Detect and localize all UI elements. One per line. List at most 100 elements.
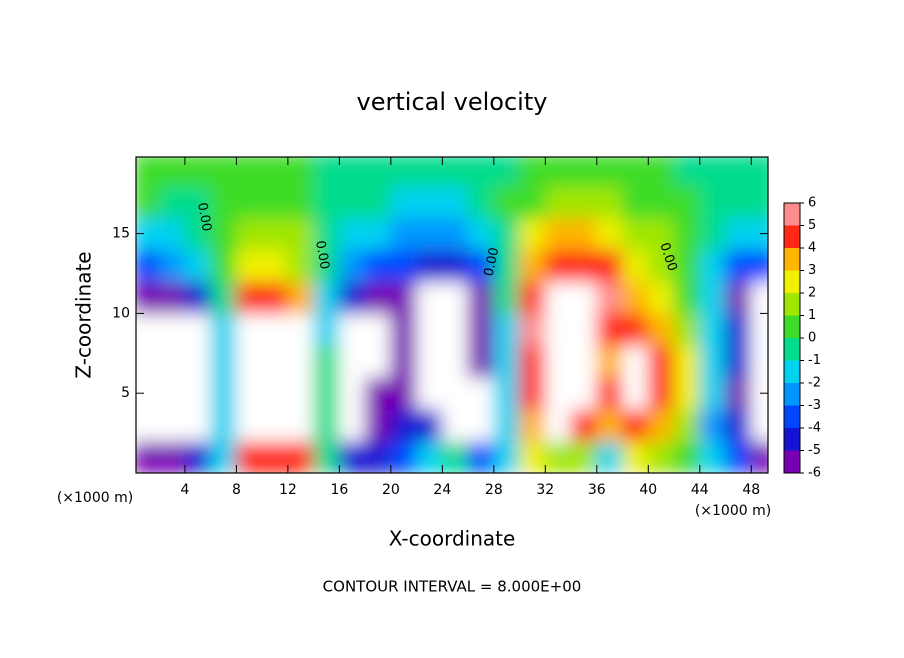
colorbar-swatch (784, 405, 800, 428)
heat-cell (725, 312, 752, 346)
heat-cell (441, 157, 469, 187)
heat-cell (493, 312, 521, 346)
heat-cell (467, 185, 495, 219)
heat-cell (699, 249, 727, 282)
colorbar-tick-label: -1 (808, 353, 821, 368)
heat-cell (287, 280, 315, 314)
heat-cell (261, 376, 289, 410)
heat-cell (235, 312, 263, 346)
heat-cell (390, 408, 418, 442)
heat-cell (519, 440, 546, 473)
heat-cell (136, 249, 160, 282)
heat-cell (493, 344, 521, 378)
heat-cell (647, 408, 675, 442)
heat-cell (287, 217, 315, 251)
heat-cell (699, 408, 727, 442)
field (136, 157, 768, 473)
heat-cell (416, 249, 443, 282)
colorbar-tick-label: -5 (808, 443, 821, 458)
heat-cell (136, 344, 160, 378)
heat-cell (544, 440, 572, 473)
heat-cell (136, 185, 160, 219)
heat-cell (338, 217, 366, 251)
heat-cell (210, 408, 237, 442)
field-clip (136, 157, 768, 473)
heat-cell (136, 217, 160, 251)
heat-cell (699, 344, 727, 378)
y-tick-label: 15 (112, 226, 130, 242)
heat-cell (544, 185, 572, 219)
heat-cell (261, 249, 289, 282)
heat-cell (622, 376, 649, 410)
heat-cell (441, 376, 469, 410)
heat-cell (519, 280, 546, 314)
heat-cell (136, 280, 160, 314)
heat-cell (441, 408, 469, 442)
heat-cell (570, 440, 598, 473)
heat-cell (390, 185, 418, 219)
heat-cell (287, 249, 315, 282)
heat-cell (158, 157, 186, 187)
heat-cell (493, 376, 521, 410)
heat-cell (364, 376, 392, 410)
heat-cell (441, 344, 469, 378)
heat-cell (725, 440, 752, 473)
heat-cell (364, 440, 392, 473)
heat-cell (596, 157, 624, 187)
heat-cell (313, 376, 340, 410)
heat-cell (416, 376, 443, 410)
heat-cell (235, 376, 263, 410)
x-unit-label: (×1000 m) (57, 490, 133, 506)
colorbar-tick-label: 0 (808, 331, 816, 346)
x-tick-label: 16 (330, 482, 348, 498)
heat-cell (673, 312, 701, 346)
heat-cell (544, 376, 572, 410)
heat-cell (184, 376, 212, 410)
heat-cell (596, 249, 624, 282)
heat-cell (364, 408, 392, 442)
heat-cell (570, 249, 598, 282)
heat-cell (364, 185, 392, 219)
x-tick-label: 48 (742, 482, 760, 498)
heat-cell (184, 157, 212, 187)
heat-cell (136, 408, 160, 442)
heat-cell (622, 185, 649, 219)
heat-cell (390, 376, 418, 410)
heat-cell (596, 440, 624, 473)
heat-cell (725, 376, 752, 410)
heat-cell (544, 312, 572, 346)
heat-cell (184, 185, 212, 219)
heat-cell (699, 217, 727, 251)
heat-cell (596, 408, 624, 442)
heat-cell (519, 249, 546, 282)
colorbar-tick-label: 1 (808, 308, 816, 323)
x-tick-label: 40 (639, 482, 657, 498)
heat-cell (313, 249, 340, 282)
heat-cell (261, 440, 289, 473)
heat-cell (261, 280, 289, 314)
heat-cell (235, 408, 263, 442)
x-tick-label: 28 (485, 482, 503, 498)
heat-cell (467, 312, 495, 346)
colorbar-swatch (784, 338, 800, 361)
chart-title: vertical velocity (357, 88, 548, 116)
heat-cell (570, 185, 598, 219)
heat-cell (313, 344, 340, 378)
heat-cell (210, 376, 237, 410)
heat-cell (750, 185, 768, 219)
heat-cell (493, 440, 521, 473)
heat-cell (647, 185, 675, 219)
heat-cell (725, 344, 752, 378)
colorbar-tick-label: -6 (808, 466, 821, 481)
heat-cell (699, 280, 727, 314)
colorbar-swatch (784, 270, 800, 293)
heat-cell (467, 249, 495, 282)
heat-cell (184, 217, 212, 251)
heat-cell (210, 344, 237, 378)
heat-cell (673, 408, 701, 442)
heat-cell (416, 217, 443, 251)
heat-cell (544, 408, 572, 442)
heat-cell (647, 249, 675, 282)
heat-cell (287, 157, 315, 187)
heat-cell (441, 312, 469, 346)
